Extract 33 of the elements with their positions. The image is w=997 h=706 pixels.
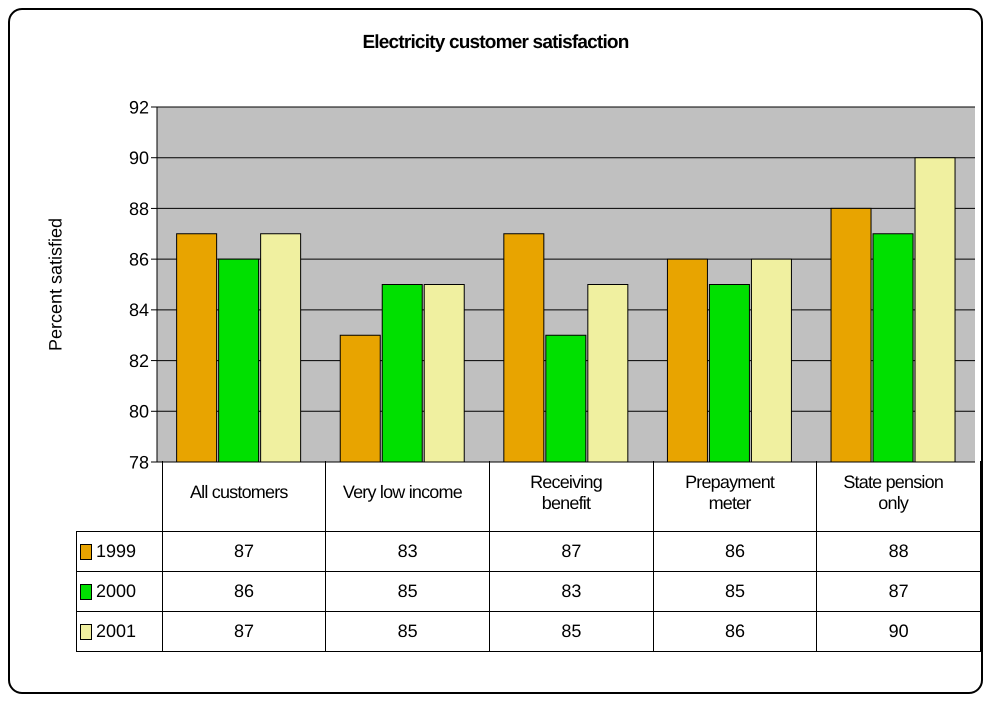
legend-label: 1999 <box>76 531 162 571</box>
x-tick-label: Prepayment meter <box>685 472 775 513</box>
x-tick-label: All customers <box>190 482 288 502</box>
chart-title: Electricity customer satisfaction <box>361 31 630 55</box>
y-tick-label: 88 <box>128 198 149 219</box>
y-tick-label: 86 <box>128 250 149 270</box>
y-tick-label: 82 <box>128 350 149 371</box>
y-tick-label: 90 <box>128 148 149 168</box>
data-label: 83 <box>326 531 490 571</box>
data-label: 83 <box>490 571 654 611</box>
y-tick-label: 92 <box>128 97 149 118</box>
data-label: 85 <box>326 571 490 611</box>
data-label: 86 <box>653 531 817 571</box>
data-label: 87 <box>162 531 326 571</box>
data-label: 88 <box>816 531 980 571</box>
data-label: 85 <box>653 571 817 611</box>
y-tick-label: 80 <box>128 402 149 422</box>
data-label: 87 <box>816 571 980 611</box>
data-label: 86 <box>162 571 326 611</box>
y-tick-label: 78 <box>128 452 149 472</box>
legend-label: 2000 <box>76 571 162 611</box>
data-label: 86 <box>653 611 817 651</box>
x-tick-label: Very low income <box>342 482 463 502</box>
data-label: 87 <box>162 611 326 651</box>
data-label: 87 <box>490 531 654 571</box>
x-tick-label: State pension only <box>843 472 944 513</box>
data-label: 85 <box>490 611 654 651</box>
legend-label: 2001 <box>76 611 162 651</box>
y-axis-title: Percent satisfied <box>45 218 66 352</box>
y-tick-label: 84 <box>128 300 149 320</box>
data-label: 90 <box>816 611 980 651</box>
x-tick-label: Receiving benefit <box>530 472 602 513</box>
data-label: 85 <box>326 611 490 651</box>
